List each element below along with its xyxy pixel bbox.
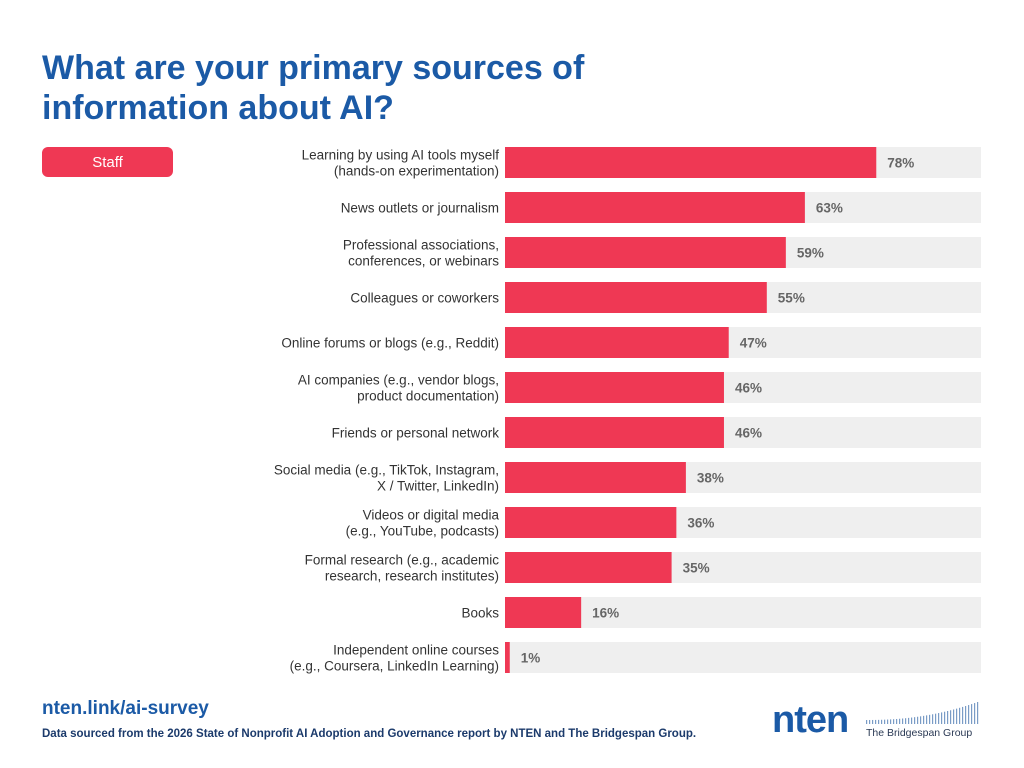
- bridgespan-bar: [902, 718, 904, 724]
- value-label: 63%: [816, 201, 843, 216]
- bridgespan-bar: [959, 707, 961, 724]
- bar: [505, 237, 786, 268]
- value-label: 59%: [797, 246, 824, 261]
- bridgespan-bar: [971, 704, 973, 724]
- bridgespan-bar: [932, 714, 934, 724]
- bar-chart: 78% Learning by using AI tools myself(han…: [274, 147, 981, 674]
- bar: [505, 327, 729, 358]
- bridgespan-bar: [905, 718, 907, 724]
- value-label: 36%: [687, 516, 714, 531]
- category-label: Friends or personal network: [332, 426, 500, 441]
- bar: [505, 552, 672, 583]
- chart-title: What are your primary sources of informa…: [42, 49, 585, 127]
- bridgespan-bar: [917, 716, 919, 724]
- category-label: Learning by using AI tools myself: [302, 148, 500, 163]
- category-label: (e.g., YouTube, podcasts): [346, 524, 499, 539]
- category-label: Social media (e.g., TikTok, Instagram,: [274, 463, 499, 478]
- bridgespan-bar: [884, 719, 886, 724]
- value-label: 55%: [778, 291, 805, 306]
- bridgespan-bar: [923, 715, 925, 724]
- bar: [505, 507, 677, 538]
- bridgespan-logo-text: The Bridgespan Group: [866, 727, 973, 739]
- bridgespan-bar: [944, 711, 946, 724]
- category-label: (hands-on experimentation): [334, 164, 499, 179]
- bar: [505, 417, 724, 448]
- bridgespan-bar: [926, 715, 928, 724]
- bridgespan-bar: [920, 716, 922, 724]
- category-label: Videos or digital media: [363, 508, 500, 523]
- bridgespan-bar: [878, 719, 880, 724]
- legend-staff: Staff: [42, 147, 173, 177]
- category-label: conferences, or webinars: [348, 254, 499, 269]
- category-label: AI companies (e.g., vendor blogs,: [298, 373, 499, 388]
- bridgespan-bar: [908, 717, 910, 724]
- category-label: Formal research (e.g., academic: [305, 553, 500, 568]
- bridgespan-bar: [974, 703, 976, 724]
- bridgespan-bar: [956, 708, 958, 724]
- bar-track: [505, 642, 981, 673]
- bridgespan-bar: [899, 718, 901, 724]
- nten-logo: nten: [772, 699, 849, 741]
- bridgespan-bar: [866, 720, 868, 724]
- bridgespan-bar: [875, 719, 877, 724]
- category-label: research, research institutes): [325, 569, 499, 584]
- bridgespan-bar: [950, 710, 952, 724]
- bridgespan-bar: [890, 719, 892, 724]
- data-source-note: Data sourced from the 2026 State of Nonp…: [42, 728, 697, 740]
- value-label: 16%: [592, 606, 619, 621]
- bridgespan-bar: [977, 702, 979, 724]
- bridgespan-bar: [896, 718, 898, 724]
- value-label: 46%: [735, 426, 762, 441]
- category-label: X / Twitter, LinkedIn): [377, 479, 499, 494]
- bridgespan-bar: [914, 717, 916, 724]
- bar: [505, 147, 877, 178]
- bridgespan-bar: [968, 705, 970, 724]
- category-label: Professional associations,: [343, 238, 499, 253]
- bridgespan-bar: [938, 713, 940, 724]
- bridgespan-bar: [881, 719, 883, 724]
- bridgespan-bar: [929, 714, 931, 724]
- bridgespan-bar: [953, 709, 955, 724]
- bar: [505, 642, 510, 673]
- bridgespan-bars-icon: [866, 702, 979, 724]
- bridgespan-bar: [911, 717, 913, 724]
- bridgespan-logo: The Bridgespan Group: [866, 702, 980, 742]
- bar: [505, 462, 686, 493]
- bar: [505, 372, 724, 403]
- bridgespan-bar: [941, 712, 943, 724]
- value-label: 78%: [887, 156, 914, 171]
- bridgespan-bar: [965, 706, 967, 724]
- bridgespan-bar: [872, 719, 874, 724]
- value-label: 1%: [521, 651, 541, 666]
- category-label: Books: [461, 606, 499, 621]
- bridgespan-bar: [935, 713, 937, 724]
- category-label: (e.g., Coursera, LinkedIn Learning): [290, 659, 499, 674]
- category-label: Online forums or blogs (e.g., Reddit): [281, 336, 499, 351]
- bar: [505, 597, 582, 628]
- bridgespan-bar: [869, 719, 871, 724]
- bridgespan-bar: [887, 719, 889, 724]
- category-label: News outlets or journalism: [341, 201, 499, 216]
- bar-track: [505, 597, 981, 628]
- category-label: Independent online courses: [333, 643, 499, 658]
- bridgespan-bar: [962, 706, 964, 724]
- value-label: 38%: [697, 471, 724, 486]
- bridgespan-bar: [893, 719, 895, 724]
- category-label: Colleagues or coworkers: [350, 291, 499, 306]
- value-label: 47%: [740, 336, 767, 351]
- value-label: 46%: [735, 381, 762, 396]
- value-label: 35%: [683, 561, 710, 576]
- category-label: product documentation): [357, 389, 499, 404]
- bar: [505, 192, 805, 223]
- survey-link[interactable]: nten.link/ai-survey: [42, 698, 209, 719]
- bar: [505, 282, 767, 313]
- bridgespan-bar: [947, 711, 949, 724]
